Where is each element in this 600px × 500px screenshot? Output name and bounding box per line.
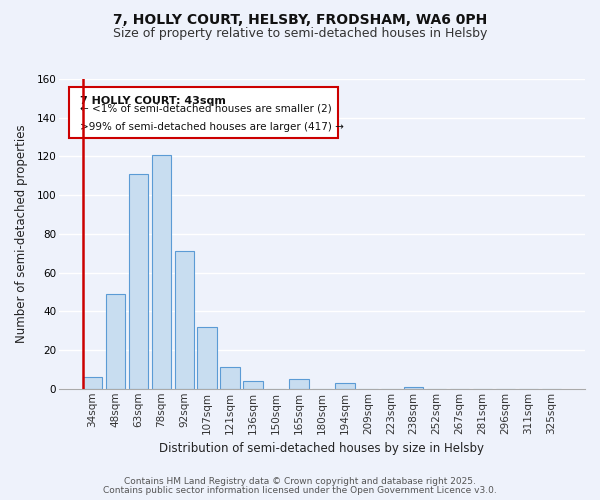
FancyBboxPatch shape <box>70 86 338 138</box>
Y-axis label: Number of semi-detached properties: Number of semi-detached properties <box>15 124 28 343</box>
Bar <box>106 294 125 389</box>
Text: Size of property relative to semi-detached houses in Helsby: Size of property relative to semi-detach… <box>113 28 487 40</box>
Text: ← <1% of semi-detached houses are smaller (2): ← <1% of semi-detached houses are smalle… <box>80 104 332 114</box>
Bar <box>335 383 355 389</box>
Bar <box>220 368 240 389</box>
Text: >99% of semi-detached houses are larger (417) →: >99% of semi-detached houses are larger … <box>80 122 344 132</box>
Text: 7 HOLLY COURT: 43sqm: 7 HOLLY COURT: 43sqm <box>80 96 226 106</box>
Bar <box>244 381 263 389</box>
Bar <box>197 327 217 389</box>
Text: Contains HM Land Registry data © Crown copyright and database right 2025.: Contains HM Land Registry data © Crown c… <box>124 477 476 486</box>
Bar <box>128 174 148 389</box>
Bar <box>83 377 102 389</box>
Bar <box>404 387 424 389</box>
X-axis label: Distribution of semi-detached houses by size in Helsby: Distribution of semi-detached houses by … <box>160 442 484 455</box>
Text: Contains public sector information licensed under the Open Government Licence v3: Contains public sector information licen… <box>103 486 497 495</box>
Bar <box>175 252 194 389</box>
Text: 7, HOLLY COURT, HELSBY, FRODSHAM, WA6 0PH: 7, HOLLY COURT, HELSBY, FRODSHAM, WA6 0P… <box>113 12 487 26</box>
Bar <box>289 379 309 389</box>
Bar <box>152 154 171 389</box>
